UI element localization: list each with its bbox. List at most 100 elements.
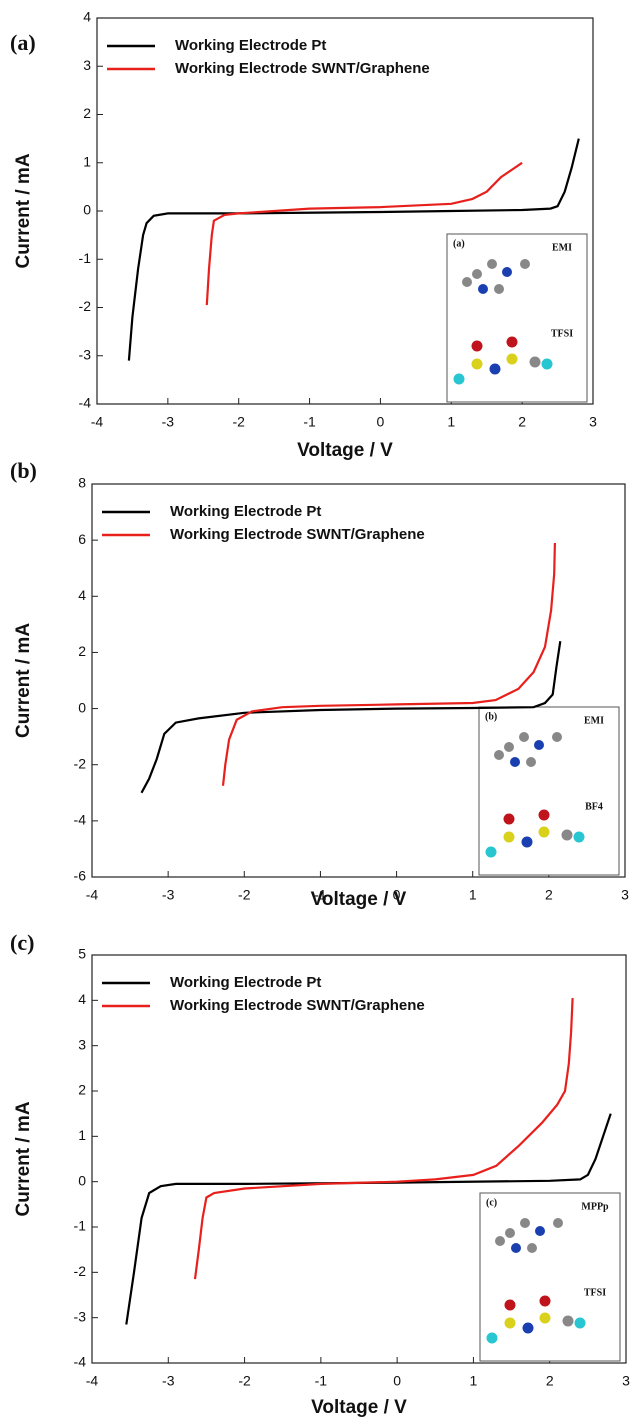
inset-label: (b) (485, 711, 497, 722)
atom (519, 732, 529, 742)
atom (472, 269, 482, 279)
legend-label: Working Electrode Pt (170, 503, 321, 520)
y-tick-label: -6 (74, 868, 87, 884)
x-tick-label: 2 (546, 1373, 554, 1389)
atom (485, 846, 497, 858)
atom (462, 277, 472, 287)
atom (526, 757, 536, 767)
x-tick-label: 1 (470, 1373, 478, 1389)
legend-label: Working Electrode SWNT/Graphene (175, 60, 430, 77)
atom (494, 750, 504, 760)
x-tick-label: 3 (589, 414, 597, 430)
y-tick-label: 1 (83, 153, 91, 169)
x-tick-label: 0 (393, 887, 401, 903)
inset-name: TFSI (551, 328, 573, 339)
atom (495, 1236, 505, 1246)
inset-box (446, 233, 588, 403)
atom (504, 1317, 516, 1329)
atom (539, 1295, 551, 1307)
atom (529, 356, 541, 368)
x-tick-label: 0 (393, 1373, 401, 1389)
y-tick-label: 2 (83, 105, 91, 121)
inset-box (479, 1192, 621, 1362)
atom (506, 353, 518, 365)
atom (562, 1315, 574, 1327)
y-tick-label: -3 (74, 1308, 87, 1324)
x-axis-label: Voltage / V (311, 889, 407, 910)
atom (505, 1228, 515, 1238)
legend-label: Working Electrode SWNT/Graphene (170, 526, 425, 543)
x-axis-label: Voltage / V (311, 1397, 407, 1418)
atom (494, 284, 504, 294)
atom (471, 340, 483, 352)
y-tick-label: -2 (74, 1263, 87, 1279)
inset-label: (c) (486, 1197, 497, 1208)
x-tick-label: -2 (238, 887, 251, 903)
atom (539, 1312, 551, 1324)
atom (552, 732, 562, 742)
data-line (127, 138, 580, 361)
atom (486, 1332, 498, 1344)
atom (453, 373, 465, 385)
y-axis-label: Current / mA (13, 623, 34, 738)
y-tick-label: -3 (79, 346, 92, 362)
x-tick-label: -3 (162, 414, 175, 430)
panel-label: (b) (10, 458, 37, 483)
atom (506, 336, 518, 348)
atom (502, 267, 512, 277)
x-tick-label: -1 (315, 1373, 328, 1389)
inset-label: (a) (453, 238, 465, 249)
atom (489, 363, 501, 375)
y-tick-label: -4 (79, 395, 92, 411)
legend-label: Working Electrode Pt (175, 37, 326, 54)
atom (527, 1243, 537, 1253)
y-tick-label: 4 (78, 587, 86, 603)
y-tick-label: 5 (78, 946, 86, 962)
inset-name: EMI (584, 715, 604, 726)
atom (553, 1218, 563, 1228)
y-tick-label: -4 (74, 812, 87, 828)
atom (503, 813, 515, 825)
panel-label: (c) (10, 930, 34, 955)
atom (520, 1218, 530, 1228)
x-tick-label: 1 (469, 887, 477, 903)
x-tick-label: 1 (447, 414, 455, 430)
atom (574, 1317, 586, 1329)
x-tick-label: 0 (377, 414, 385, 430)
y-tick-label: -2 (74, 755, 87, 771)
atom (541, 358, 553, 370)
y-tick-label: 2 (78, 643, 86, 659)
panel-label: (a) (10, 30, 36, 55)
atom (521, 836, 533, 848)
y-tick-label: 4 (83, 9, 91, 25)
y-tick-label: -1 (74, 1218, 87, 1234)
inset-name: TFSI (584, 1287, 606, 1298)
y-tick-label: 1 (78, 1127, 86, 1143)
y-tick-label: 0 (78, 699, 86, 715)
x-tick-label: 3 (621, 887, 629, 903)
x-tick-label: -3 (162, 1373, 175, 1389)
y-tick-label: 2 (78, 1082, 86, 1098)
atom (504, 742, 514, 752)
y-tick-label: -4 (74, 1354, 87, 1370)
x-tick-label: -2 (238, 1373, 251, 1389)
inset-name: EMI (552, 242, 572, 253)
atom (534, 740, 544, 750)
x-tick-label: 3 (622, 1373, 630, 1389)
atom (561, 829, 573, 841)
y-tick-label: 6 (78, 531, 86, 547)
legend-label: Working Electrode Pt (170, 974, 321, 991)
y-tick-label: 0 (78, 1172, 86, 1188)
atom (478, 284, 488, 294)
atom (504, 1299, 516, 1311)
inset-name: MPPp (581, 1201, 609, 1212)
y-axis-label: Current / mA (13, 153, 34, 268)
atom (535, 1226, 545, 1236)
y-tick-label: 4 (78, 991, 86, 1007)
x-tick-label: -4 (91, 414, 104, 430)
atom (511, 1243, 521, 1253)
atom (538, 826, 550, 838)
atom (522, 1322, 534, 1334)
y-tick-label: 3 (78, 1036, 86, 1052)
